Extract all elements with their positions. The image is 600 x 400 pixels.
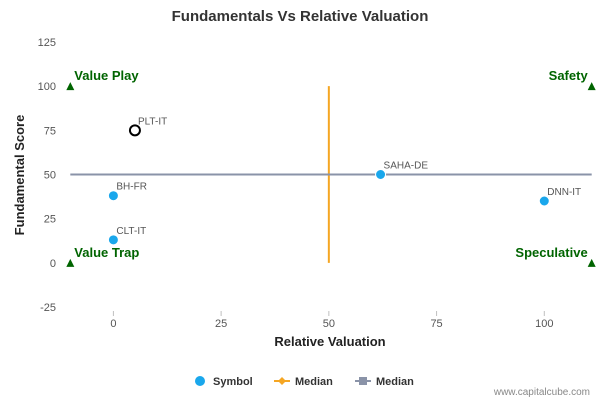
x-tick-label: 0 (110, 318, 116, 330)
legend-label: Median (376, 376, 414, 388)
data-point-label: SAHA-DE (384, 161, 429, 172)
y-tick-label: 25 (44, 214, 56, 226)
y-tick-label: 0 (50, 258, 56, 270)
data-point[interactable] (107, 190, 119, 202)
y-tick-label: 75 (44, 125, 56, 137)
data-point-label: DNN-IT (547, 187, 581, 198)
data-point-highlighted[interactable] (128, 124, 141, 137)
data-point-label: PLT-IT (138, 116, 167, 127)
legend-dot-icon (195, 376, 205, 386)
quadrant-label: Safety (549, 68, 589, 83)
legend-item[interactable]: Median (274, 376, 333, 388)
legend-item[interactable]: Symbol (195, 376, 253, 388)
symbol-points: PLT-IT SAHA-DE BH-FR DNN-IT CLT-IT (107, 116, 581, 246)
quadrant-label: Value Play (74, 68, 139, 83)
legend: Symbol Median Median (195, 376, 414, 388)
y-tick-label: 100 (38, 81, 56, 93)
x-tick-label: 50 (323, 318, 335, 330)
x-tick-label: 25 (215, 318, 227, 330)
legend-item[interactable]: Median (355, 376, 414, 388)
data-point[interactable] (538, 195, 550, 207)
y-tick-label: 50 (44, 170, 56, 182)
legend-label: Symbol (213, 376, 253, 388)
quadrant-triangle-marker (587, 258, 596, 267)
quadrant-triangle-marker (66, 258, 75, 267)
x-axis-ticks: 0 25 50 75 100 (110, 311, 553, 330)
data-point[interactable] (107, 234, 119, 246)
y-axis-label: Fundamental Score (12, 115, 27, 236)
x-tick-label: 100 (535, 318, 553, 330)
quadrant-label: Speculative (515, 245, 587, 260)
y-tick-label: -25 (40, 302, 56, 314)
data-point-label: BH-FR (116, 182, 147, 193)
y-tick-label: 125 (38, 37, 56, 49)
quadrant-triangle-marker (66, 82, 75, 91)
quadrant-label: Value Trap (74, 245, 139, 260)
x-axis-label: Relative Valuation (274, 334, 385, 349)
legend-square-icon (359, 377, 367, 385)
credit-text: www.capitalcube.com (493, 387, 590, 398)
chart-title: Fundamentals Vs Relative Valuation (172, 8, 429, 25)
data-point[interactable] (375, 169, 387, 180)
quadrant-triangle-marker (587, 82, 596, 91)
x-tick-label: 75 (430, 318, 442, 330)
legend-diamond-icon (278, 377, 286, 385)
legend-label: Median (295, 376, 333, 388)
median-lines (70, 86, 592, 263)
y-axis-ticks: -25 0 25 50 75 100 125 (38, 37, 56, 314)
quadrant-labels: Value Play Safety Value Trap Speculative (66, 68, 596, 267)
data-point-label: CLT-IT (116, 226, 146, 237)
